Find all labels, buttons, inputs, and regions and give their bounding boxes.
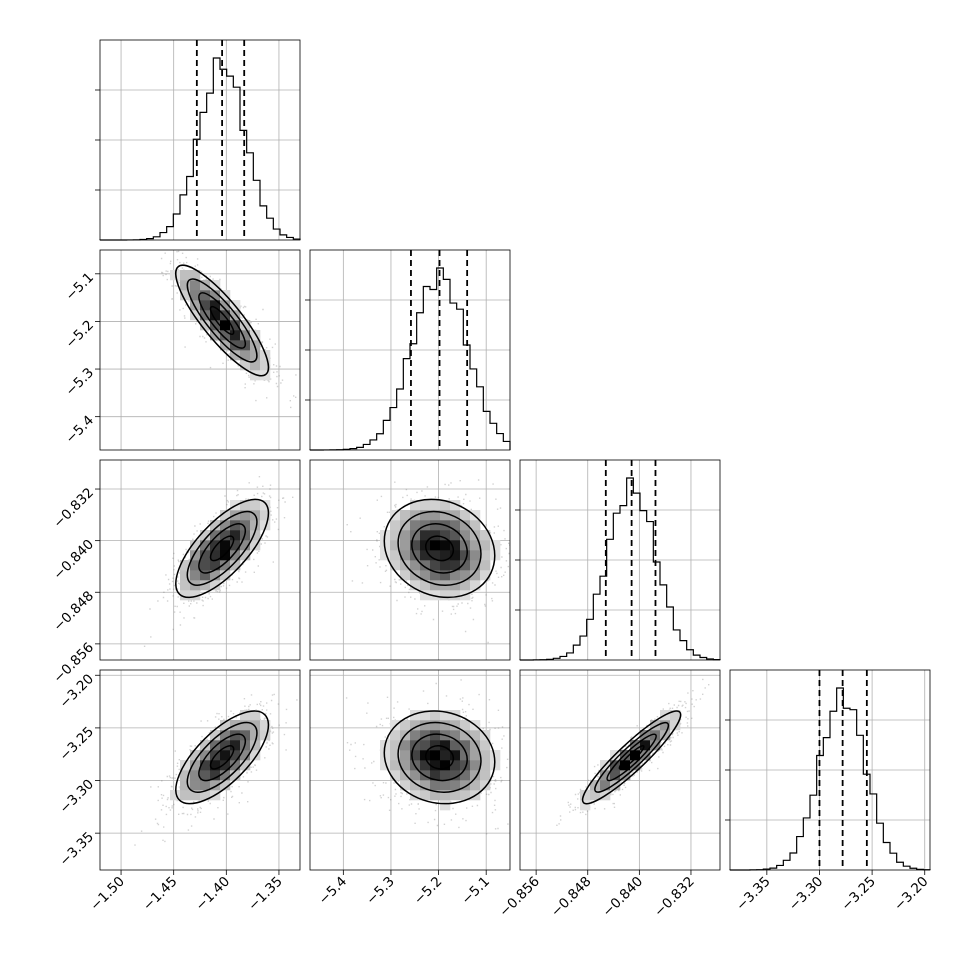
- density-contour: [581, 710, 682, 805]
- density-contour: [594, 721, 670, 793]
- density-contour: [209, 535, 235, 562]
- scatter-panel-3-2: [519, 669, 721, 875]
- histogram-panel-1: [305, 249, 511, 451]
- density-contour: [424, 535, 455, 562]
- scatter-panel-2-1: [309, 459, 511, 661]
- density-contour: [198, 733, 247, 782]
- density-contour: [411, 523, 468, 574]
- panel-frame: [309, 669, 511, 871]
- density-contour: [383, 710, 496, 805]
- density-contour: [175, 264, 270, 377]
- histogram-panel-3: [725, 669, 931, 875]
- density-contour: [606, 733, 657, 782]
- scatter-panel-1-0: [95, 249, 301, 451]
- corner-panels: [95, 39, 931, 875]
- density-contour: [198, 523, 247, 574]
- density-contour: [198, 292, 247, 349]
- panel-frame: [519, 459, 721, 661]
- scatter-panel-3-0: [95, 669, 301, 875]
- scatter-panel-3-1: [309, 669, 511, 875]
- density-contour: [397, 721, 482, 793]
- panel-frame: [519, 669, 721, 871]
- density-contour: [209, 305, 235, 336]
- scatter-panel-2-0: [95, 459, 301, 661]
- density-contour: [411, 733, 468, 782]
- sample-points: [345, 679, 510, 835]
- histogram-panel-0: [95, 39, 301, 241]
- density-contour: [424, 745, 455, 770]
- density-contour: [186, 278, 258, 363]
- histogram-step-line: [519, 477, 721, 661]
- density-cells: [380, 710, 501, 811]
- panel-frame: [99, 669, 301, 871]
- density-contour: [397, 510, 482, 586]
- histogram-panel-2: [515, 459, 721, 661]
- panel-frame: [309, 459, 511, 661]
- density-contour: [209, 745, 235, 770]
- panel-frame: [99, 459, 301, 661]
- panel-frame: [729, 669, 931, 871]
- panel-frame: [99, 249, 301, 451]
- density-contour: [175, 498, 270, 599]
- density-contour: [186, 510, 258, 586]
- panel-frame: [309, 249, 511, 451]
- density-contour: [186, 721, 258, 793]
- density-contour: [618, 745, 645, 770]
- density-contour: [175, 710, 270, 805]
- density-contour: [383, 498, 496, 599]
- panel-frame: [99, 39, 301, 241]
